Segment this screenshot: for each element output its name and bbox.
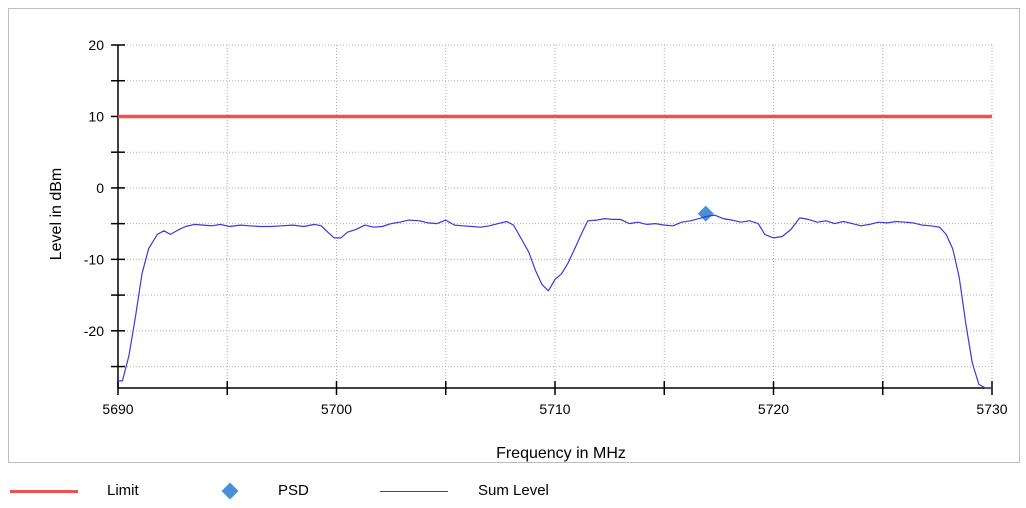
chart-svg: -20 -10 0 10 20 5690 5700 5710 5720 5730 Level in… <box>48 37 1008 462</box>
psd-marker <box>697 205 714 222</box>
chart-frame <box>8 8 1020 463</box>
legend-label-limit: Limit <box>107 482 139 499</box>
x-tick-label: 5700 <box>321 401 352 417</box>
legend-label-psd: PSD <box>278 482 309 499</box>
series-layer <box>118 114 992 389</box>
legend-swatch-sum-level <box>380 491 448 492</box>
legend-item-sum-level: Sum Level <box>360 478 620 504</box>
y-tick-label: 0 <box>96 180 104 196</box>
grid-layer <box>118 44 993 388</box>
x-tick-label: 5730 <box>976 401 1007 417</box>
x-tick-label: 5710 <box>539 401 570 417</box>
y-tick-label: -20 <box>84 323 104 339</box>
y-tick-label: 10 <box>88 108 104 124</box>
x-tick-label: 5720 <box>758 401 789 417</box>
legend-item-limit: Limit <box>0 478 200 504</box>
x-tick-label: 5690 <box>102 401 133 417</box>
y-axis-title: Level in dBm <box>48 168 65 261</box>
y-tick-label: 20 <box>88 37 104 53</box>
y-tick-label: -10 <box>84 251 104 267</box>
sum-level-line <box>118 214 992 389</box>
axis-layer: -20 -10 0 10 20 5690 5700 5710 5720 5730 <box>84 37 1008 417</box>
legend-label-sum-level: Sum Level <box>478 482 549 499</box>
legend-item-psd: PSD <box>200 478 360 504</box>
legend: Limit PSD Sum Level <box>0 478 1026 508</box>
legend-swatch-psd <box>221 482 239 500</box>
x-axis-title: Frequency in MHz <box>496 445 626 462</box>
legend-swatch-limit <box>10 490 78 493</box>
